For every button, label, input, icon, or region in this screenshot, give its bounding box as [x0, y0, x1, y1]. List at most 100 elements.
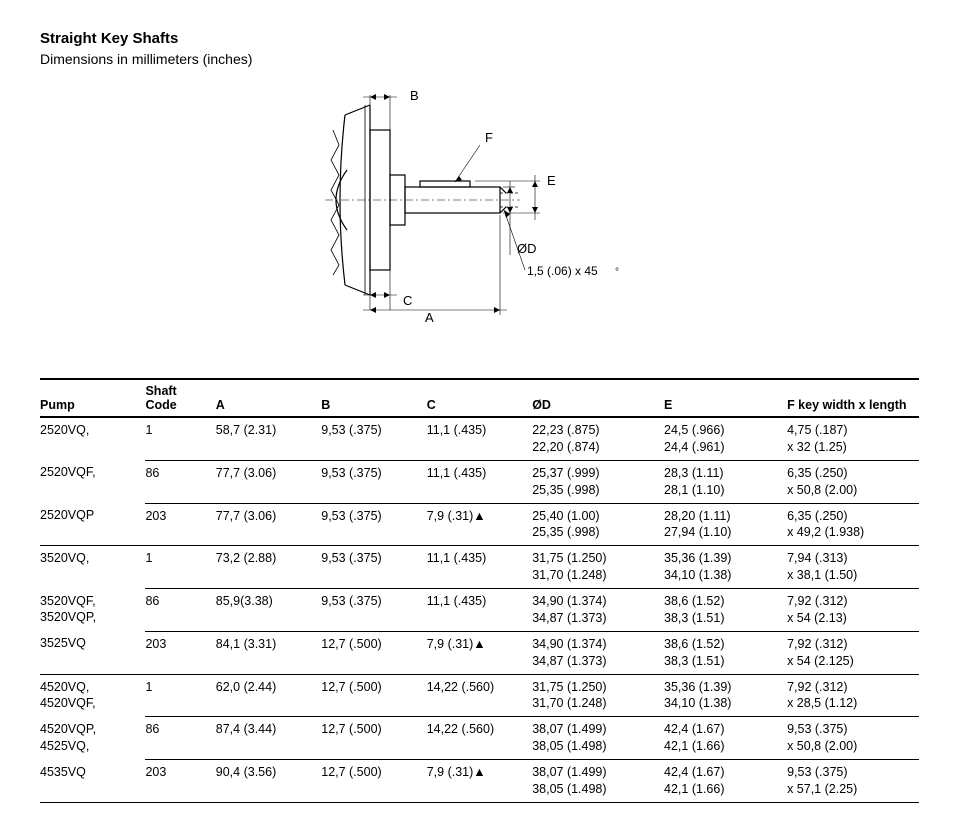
col-header-code: Shaft Code [145, 379, 215, 417]
col-header-a: A [216, 379, 321, 417]
cell-c: 11,1 (.435) [427, 546, 532, 589]
dimensions-table: Pump Shaft Code A B C ØD E F key width x… [40, 378, 919, 803]
cell-code: 1 [145, 674, 215, 717]
cell-a: 87,4 (3.44) [216, 717, 321, 760]
col-header-pump: Pump [40, 379, 145, 417]
cell-c: 11,1 (.435) [427, 460, 532, 503]
cell-e: 24,5 (.966)24,4 (.961) [664, 417, 787, 460]
cell-e: 35,36 (1.39)34,10 (1.38) [664, 546, 787, 589]
cell-a: 62,0 (2.44) [216, 674, 321, 717]
table-row: 3525VQ20384,1 (3.31)12,7 (.500)7,9 (.31)… [40, 631, 919, 674]
page-title: Straight Key Shafts [40, 30, 919, 47]
cell-e: 35,36 (1.39)34,10 (1.38) [664, 674, 787, 717]
cell-e: 42,4 (1.67)42,1 (1.66) [664, 760, 787, 803]
table-header-row: Pump Shaft Code A B C ØD E F key width x… [40, 379, 919, 417]
table-row: 4535VQ20390,4 (3.56)12,7 (.500)7,9 (.31)… [40, 760, 919, 803]
cell-d: 25,40 (1.00)25,35 (.998) [532, 503, 664, 546]
cell-f: 7,92 (.312)x 54 (2.125) [787, 631, 919, 674]
col-header-c: C [427, 379, 532, 417]
cell-e: 38,6 (1.52)38,3 (1.51) [664, 631, 787, 674]
cell-pump: 3520VQ, [40, 546, 145, 589]
col-header-d: ØD [532, 379, 664, 417]
cell-code: 203 [145, 760, 215, 803]
dim-label-f: F [485, 130, 493, 145]
cell-e: 28,20 (1.11)27,94 (1.10) [664, 503, 787, 546]
shaft-diagram: B F E ØD C A 1,5 (.06) x 45 ° [40, 75, 919, 328]
cell-e: 42,4 (1.67)42,1 (1.66) [664, 717, 787, 760]
cell-pump: 4535VQ [40, 760, 145, 803]
cell-a: 84,1 (3.31) [216, 631, 321, 674]
cell-e: 28,3 (1.11)28,1 (1.10) [664, 460, 787, 503]
dim-label-c: C [403, 293, 412, 308]
cell-f: 6,35 (.250)x 49,2 (1.938) [787, 503, 919, 546]
cell-b: 9,53 (.375) [321, 460, 426, 503]
cell-c: 7,9 (.31)▲ [427, 503, 532, 546]
cell-e: 38,6 (1.52)38,3 (1.51) [664, 589, 787, 632]
page-subtitle: Dimensions in millimeters (inches) [40, 51, 919, 67]
dim-label-d: ØD [517, 241, 537, 256]
cell-b: 9,53 (.375) [321, 546, 426, 589]
cell-a: 90,4 (3.56) [216, 760, 321, 803]
cell-b: 12,7 (.500) [321, 674, 426, 717]
table-row: 3520VQF,3520VQP,8685,9(3.38)9,53 (.375)1… [40, 589, 919, 632]
cell-d: 38,07 (1.499)38,05 (1.498) [532, 717, 664, 760]
cell-pump: 3520VQF,3520VQP, [40, 589, 145, 632]
cell-a: 73,2 (2.88) [216, 546, 321, 589]
cell-c: 7,9 (.31)▲ [427, 631, 532, 674]
dim-label-e: E [547, 173, 556, 188]
col-header-f: F key width x length [787, 379, 919, 417]
table-row: 2520VQF,8677,7 (3.06)9,53 (.375)11,1 (.4… [40, 460, 919, 503]
cell-d: 34,90 (1.374)34,87 (1.373) [532, 589, 664, 632]
cell-pump: 2520VQP [40, 503, 145, 546]
cell-pump: 4520VQ,4520VQF, [40, 674, 145, 717]
shaft-diagram-svg: B F E ØD C A 1,5 (.06) x 45 ° [325, 75, 635, 325]
cell-c: 11,1 (.435) [427, 589, 532, 632]
cell-c: 7,9 (.31)▲ [427, 760, 532, 803]
cell-b: 12,7 (.500) [321, 631, 426, 674]
cell-f: 7,92 (.312)x 54 (2.13) [787, 589, 919, 632]
cell-f: 9,53 (.375)x 57,1 (2.25) [787, 760, 919, 803]
cell-f: 9,53 (.375)x 50,8 (2.00) [787, 717, 919, 760]
cell-d: 22,23 (.875)22,20 (.874) [532, 417, 664, 460]
cell-f: 6,35 (.250)x 50,8 (2.00) [787, 460, 919, 503]
cell-b: 12,7 (.500) [321, 717, 426, 760]
cell-f: 7,94 (.313)x 38,1 (1.50) [787, 546, 919, 589]
cell-code: 203 [145, 503, 215, 546]
cell-d: 31,75 (1.250)31,70 (1.248) [532, 546, 664, 589]
cell-d: 38,07 (1.499)38,05 (1.498) [532, 760, 664, 803]
cell-c: 14,22 (.560) [427, 717, 532, 760]
cell-c: 14,22 (.560) [427, 674, 532, 717]
cell-code: 1 [145, 546, 215, 589]
cell-a: 58,7 (2.31) [216, 417, 321, 460]
table-row: 3520VQ,173,2 (2.88)9,53 (.375)11,1 (.435… [40, 546, 919, 589]
cell-b: 9,53 (.375) [321, 417, 426, 460]
dim-label-a: A [425, 310, 434, 325]
cell-b: 9,53 (.375) [321, 589, 426, 632]
cell-b: 9,53 (.375) [321, 503, 426, 546]
table-row: 4520VQ,4520VQF,162,0 (2.44)12,7 (.500)14… [40, 674, 919, 717]
cell-code: 86 [145, 717, 215, 760]
cell-b: 12,7 (.500) [321, 760, 426, 803]
cell-c: 11,1 (.435) [427, 417, 532, 460]
table-row: 2520VQ,158,7 (2.31)9,53 (.375)11,1 (.435… [40, 417, 919, 460]
cell-pump: 3525VQ [40, 631, 145, 674]
cell-a: 77,7 (3.06) [216, 460, 321, 503]
cell-code: 203 [145, 631, 215, 674]
cell-d: 25,37 (.999)25,35 (.998) [532, 460, 664, 503]
cell-pump: 2520VQ, [40, 417, 145, 460]
cell-pump: 4520VQP,4525VQ, [40, 717, 145, 760]
cell-a: 77,7 (3.06) [216, 503, 321, 546]
cell-code: 1 [145, 417, 215, 460]
cell-code: 86 [145, 460, 215, 503]
cell-pump: 2520VQF, [40, 460, 145, 503]
cell-f: 7,92 (.312)x 28,5 (1.12) [787, 674, 919, 717]
col-header-b: B [321, 379, 426, 417]
table-row: 2520VQP20377,7 (3.06)9,53 (.375)7,9 (.31… [40, 503, 919, 546]
table-row: 4520VQP,4525VQ,8687,4 (3.44)12,7 (.500)1… [40, 717, 919, 760]
chamfer-deg: ° [615, 267, 619, 278]
cell-f: 4,75 (.187)x 32 (1.25) [787, 417, 919, 460]
col-header-e: E [664, 379, 787, 417]
chamfer-note: 1,5 (.06) x 45 [527, 264, 598, 278]
cell-d: 34,90 (1.374)34,87 (1.373) [532, 631, 664, 674]
dim-label-b: B [410, 88, 419, 103]
